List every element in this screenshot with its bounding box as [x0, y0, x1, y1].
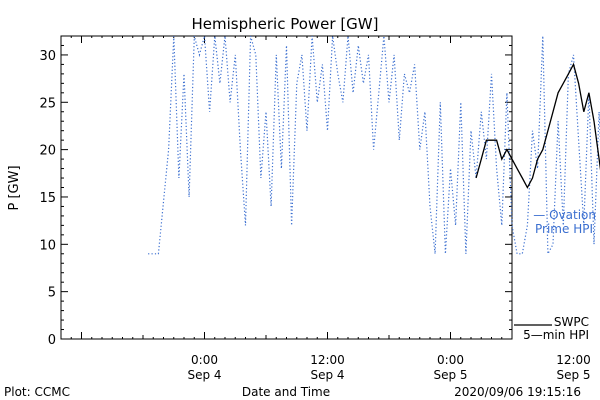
y-tick-label: 5: [48, 286, 56, 301]
y-axis-ticks: 0 5 10 15 20 25 30: [39, 35, 512, 348]
y-tick-label: 15: [39, 191, 56, 206]
legend-swpc-line-1: SWPC: [554, 315, 589, 329]
y-tick-label: 10: [39, 238, 56, 253]
chart-title: Hemispheric Power [GW]: [192, 15, 379, 33]
x-tick-label-time: 0:00: [191, 353, 218, 367]
x-tick-label-date: Sep 5: [556, 368, 590, 382]
legend-swpc-line-2: 5—min HPI: [523, 328, 589, 342]
legend-ovation-line-1: — Ovation: [533, 208, 596, 222]
legend-ovation-prime-hpi: — Ovation Prime HPI: [533, 208, 596, 236]
footer-plot-credit: Plot: CCMC: [4, 385, 70, 399]
footer-timestamp: 2020/09/06 19:15:16: [454, 385, 581, 399]
y-tick-label: 20: [39, 144, 56, 159]
legend-ovation-line-2: Prime HPI: [535, 222, 593, 236]
series-line-swpc-5min-hpi: [475, 62, 600, 189]
x-tick-label-date: Sep 5: [433, 368, 467, 382]
series-line-ovation-prime-hpi: [148, 35, 600, 257]
y-tick-label: 0: [48, 333, 56, 348]
y-tick-label: 30: [39, 49, 56, 64]
x-tick-label-time: 0:00: [437, 353, 464, 367]
x-tick-label-date: Sep 4: [187, 368, 221, 382]
x-tick-label-date: Sep 4: [310, 368, 344, 382]
x-tick-label-time: 12:00: [310, 353, 345, 367]
y-axis-label: P [GW]: [7, 165, 22, 210]
x-tick-label-time: 12:00: [556, 353, 591, 367]
x-axis-label: Date and Time: [242, 385, 330, 399]
y-tick-label: 25: [39, 96, 56, 111]
legend-swpc-5min-hpi: SWPC 5—min HPI: [514, 315, 589, 342]
plot-frame: [60, 35, 513, 340]
